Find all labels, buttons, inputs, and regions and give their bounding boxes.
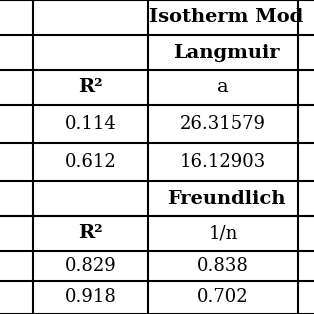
Text: 1/n: 1/n [208, 225, 238, 242]
Text: 0.114: 0.114 [65, 115, 116, 133]
Text: 0.838: 0.838 [197, 257, 249, 275]
Text: 0.702: 0.702 [197, 289, 249, 306]
Text: R²: R² [78, 78, 103, 96]
Text: 0.829: 0.829 [65, 257, 116, 275]
Text: 0.612: 0.612 [65, 153, 116, 171]
Text: Isotherm Mod: Isotherm Mod [149, 8, 304, 26]
Text: Langmuir: Langmuir [173, 44, 280, 62]
Text: 16.12903: 16.12903 [180, 153, 266, 171]
Text: Freundlich: Freundlich [167, 190, 286, 208]
Text: a: a [217, 78, 229, 96]
Text: R²: R² [78, 225, 103, 242]
Text: 0.918: 0.918 [65, 289, 116, 306]
Text: 26.31579: 26.31579 [180, 115, 266, 133]
